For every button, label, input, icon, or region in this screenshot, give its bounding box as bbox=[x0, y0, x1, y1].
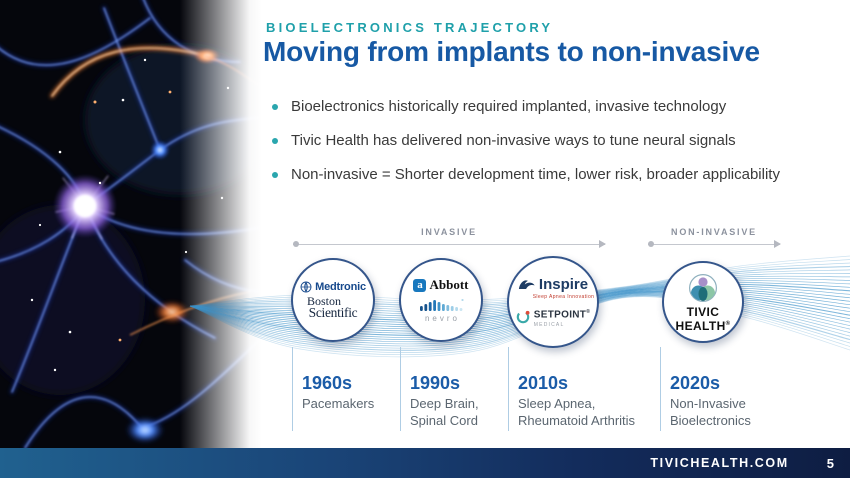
nevro-logo: nevro bbox=[418, 298, 464, 323]
page-number: 5 bbox=[826, 455, 834, 471]
inspire-logo-text: Inspire bbox=[538, 276, 589, 294]
inspire-swoosh-icon bbox=[518, 280, 535, 290]
footer-url: TIVICHEALTH.COM bbox=[650, 456, 789, 470]
era-description: Deep Brain, Spinal Cord bbox=[410, 396, 479, 428]
tivic-reg-mark: ® bbox=[725, 320, 731, 327]
era-description: Pacemakers bbox=[302, 396, 375, 411]
era-description: Non-Invasive Bioelectronics bbox=[670, 396, 751, 428]
bullet-list: Bioelectronics historically required imp… bbox=[272, 97, 780, 199]
medtronic-globe-icon bbox=[300, 281, 312, 293]
boston-scientific-logo-text: Boston Scientific bbox=[306, 294, 358, 320]
bullet-text: Bioelectronics historically required imp… bbox=[291, 98, 727, 115]
era-year: 1990s bbox=[410, 373, 461, 393]
era-year: 1960s bbox=[302, 373, 353, 393]
slide-eyebrow: BIOELECTRONICS TRAJECTORY bbox=[266, 20, 554, 35]
page-title: Moving from implants to non-invasive bbox=[263, 36, 760, 67]
neuron-image bbox=[0, 0, 262, 448]
logo-circle-1960s: Medtronic Boston Scientific bbox=[291, 258, 375, 342]
bullet-text: Tivic Health has delivered non-invasive … bbox=[291, 132, 736, 149]
abbott-logo-text: Abbott bbox=[429, 277, 469, 292]
non-invasive-span-arrow: NON-INVASIVE bbox=[648, 227, 781, 248]
logo-circle-1990s: a Abbott nevro bbox=[399, 258, 483, 342]
era-1960s: 1960s Pacemakers bbox=[292, 347, 392, 431]
era-2020s: 2020s Non-Invasive Bioelectronics bbox=[660, 347, 810, 431]
medtronic-logo-text: Medtronic bbox=[315, 281, 366, 293]
era-2010s: 2010s Sleep Apnea, Rheumatoid Arthritis bbox=[508, 347, 654, 431]
setpoint-logo-text: SETPOINT bbox=[533, 309, 587, 321]
bullet-item: Tivic Health has delivered non-invasive … bbox=[272, 131, 780, 151]
invasive-label: INVASIVE bbox=[421, 227, 477, 237]
bullet-text: Non-invasive = Shorter development time,… bbox=[291, 166, 780, 183]
logo-circle-2020s: TIVIC HEALTH® bbox=[662, 261, 744, 343]
era-description: Sleep Apnea, Rheumatoid Arthritis bbox=[518, 396, 636, 428]
tivic-logo-text: TIVIC HEALTH® bbox=[675, 304, 731, 333]
nevro-logo-text: nevro bbox=[424, 314, 460, 323]
inspire-tagline: Sleep Apnea Innovation bbox=[532, 294, 595, 301]
era-year: 2010s bbox=[518, 373, 569, 393]
logo-circle-2010s: Inspire Sleep Apnea Innovation SETPOINT®… bbox=[507, 256, 599, 348]
setpoint-logo: SETPOINT® MEDICAL bbox=[516, 307, 591, 328]
bullet-dot-icon bbox=[272, 172, 278, 178]
bullet-item: Bioelectronics historically required imp… bbox=[272, 97, 780, 117]
non-invasive-label: NON-INVASIVE bbox=[671, 227, 757, 237]
bullet-dot-icon bbox=[272, 104, 278, 110]
invasive-span-arrow: INVASIVE bbox=[293, 227, 606, 248]
bullet-item: Non-invasive = Shorter development time,… bbox=[272, 165, 780, 185]
setpoint-ring-icon bbox=[516, 311, 530, 324]
abbott-monogram-icon: a bbox=[413, 278, 427, 292]
bullet-dot-icon bbox=[272, 138, 278, 144]
era-year: 2020s bbox=[670, 373, 721, 393]
arrow-line bbox=[648, 240, 781, 248]
era-1990s: 1990s Deep Brain, Spinal Cord bbox=[400, 347, 500, 431]
arrow-line bbox=[293, 240, 606, 248]
tivic-logo-icon bbox=[689, 273, 717, 302]
nevro-bars-icon bbox=[420, 299, 464, 311]
setpoint-logo-subtext: MEDICAL bbox=[533, 321, 565, 328]
setpoint-reg-mark: ® bbox=[586, 309, 591, 316]
footer-bar: TIVICHEALTH.COM 5 bbox=[0, 448, 850, 478]
